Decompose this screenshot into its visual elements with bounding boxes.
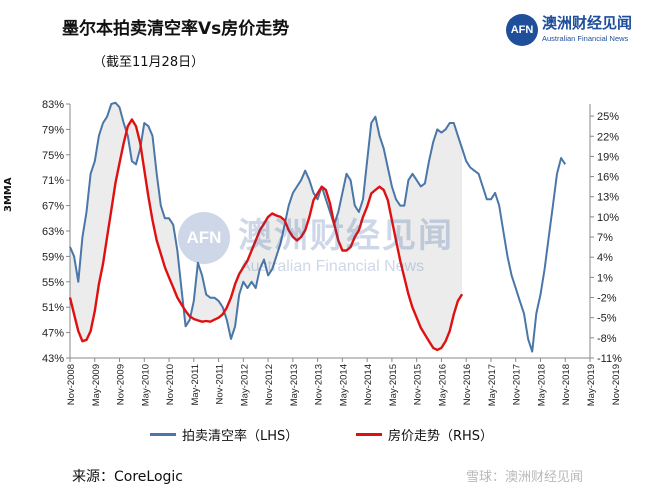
left-tick-label: 47% bbox=[42, 328, 64, 340]
gap-shading bbox=[70, 102, 463, 350]
x-tick-label: May-2016 bbox=[437, 364, 448, 406]
left-tick-label: 55% bbox=[42, 277, 64, 289]
left-tick-label: 43% bbox=[42, 353, 64, 365]
series-line-clearance bbox=[69, 101, 567, 353]
gap-area bbox=[70, 102, 463, 350]
chart-title: 墨尔本拍卖清空率Vs房价走势 bbox=[62, 19, 290, 39]
x-tick-label: Nov-2017 bbox=[512, 364, 523, 405]
right-tick-label: 7% bbox=[597, 232, 613, 244]
x-tick-label: May-2014 bbox=[338, 364, 349, 406]
x-tick-label: May-2015 bbox=[388, 364, 399, 406]
footer-watermark: 雪球：澳洲财经见闻 bbox=[466, 470, 584, 485]
left-tick-label: 59% bbox=[42, 251, 64, 263]
legend-item-price: 房价走势（RHS） bbox=[356, 425, 493, 444]
right-tick-label: 4% bbox=[597, 252, 613, 264]
right-tick-label: 19% bbox=[597, 151, 619, 163]
right-tick-label: -5% bbox=[597, 313, 617, 325]
right-tick-label: 25% bbox=[597, 111, 619, 123]
x-tick-label: May-2018 bbox=[536, 364, 547, 406]
x-tick-label: Nov-2014 bbox=[363, 364, 374, 405]
left-tick-label: 63% bbox=[42, 226, 64, 238]
x-tick-label: May-2009 bbox=[91, 364, 102, 406]
x-tick-label: May-2011 bbox=[190, 364, 201, 406]
series-lines bbox=[68, 101, 567, 353]
x-tick-label: Nov-2015 bbox=[413, 364, 424, 405]
x-tick-label: Nov-2013 bbox=[314, 364, 325, 405]
x-tick-label: Nov-2008 bbox=[66, 364, 77, 405]
legend-swatch-clearance bbox=[150, 433, 176, 436]
afn-logo-icon: AFN bbox=[506, 14, 538, 46]
right-tick-label: -2% bbox=[597, 293, 617, 305]
left-tick-label: 83% bbox=[42, 99, 64, 111]
legend-label-price: 房价走势（RHS） bbox=[388, 429, 494, 444]
right-tick-label: 13% bbox=[597, 192, 619, 204]
right-tick-label: -11% bbox=[597, 353, 622, 365]
x-tick-label: Nov-2016 bbox=[462, 364, 473, 405]
afn-logo: AFN 澳洲财经见闻 Australian Financial News bbox=[506, 12, 642, 50]
left-tick-label: 67% bbox=[42, 201, 64, 213]
right-tick-label: 10% bbox=[597, 212, 619, 224]
x-tick-label: May-2012 bbox=[239, 364, 250, 406]
x-tick-label: May-2019 bbox=[586, 364, 597, 406]
afn-logo-name: 澳洲财经见闻 bbox=[542, 14, 633, 32]
x-tick-label: Nov-2011 bbox=[215, 364, 226, 405]
chart-axes: 43% 47% 51% 55% 59% 63% 67% 71% 75% 79% 83% -11% -8%… bbox=[42, 99, 622, 406]
right-tick-label: -8% bbox=[597, 333, 617, 345]
right-tick-label: 22% bbox=[597, 131, 619, 143]
left-tick-label: 75% bbox=[42, 150, 64, 162]
right-tick-label: 1% bbox=[597, 272, 613, 284]
legend-label-clearance: 拍卖清空率（LHS） bbox=[182, 429, 299, 444]
x-tick-label: May-2010 bbox=[140, 364, 151, 406]
source-note: 来源：CoreLogic bbox=[72, 469, 183, 485]
legend-swatch-price bbox=[356, 433, 382, 436]
x-tick-label: Nov-2019 bbox=[611, 364, 622, 405]
chart-subtitle: （截至11月28日） bbox=[93, 55, 205, 70]
x-tick-label: Nov-2012 bbox=[264, 364, 275, 405]
series-line-price bbox=[68, 118, 464, 352]
left-tick-label: 79% bbox=[42, 124, 64, 136]
x-tick-label: May-2017 bbox=[487, 364, 498, 406]
x-tick-label: May-2013 bbox=[289, 364, 300, 406]
x-tick-label: Nov-2010 bbox=[165, 364, 176, 405]
afn-logo-tagline: Australian Financial News bbox=[542, 34, 629, 43]
left-tick-label: 71% bbox=[42, 175, 64, 187]
x-tick-label: Nov-2009 bbox=[116, 364, 127, 405]
legend-item-clearance: 拍卖清空率（LHS） bbox=[150, 425, 298, 444]
x-tick-label: Nov-2018 bbox=[561, 364, 572, 405]
right-tick-label: 16% bbox=[597, 172, 619, 184]
left-tick-label: 51% bbox=[42, 302, 64, 314]
